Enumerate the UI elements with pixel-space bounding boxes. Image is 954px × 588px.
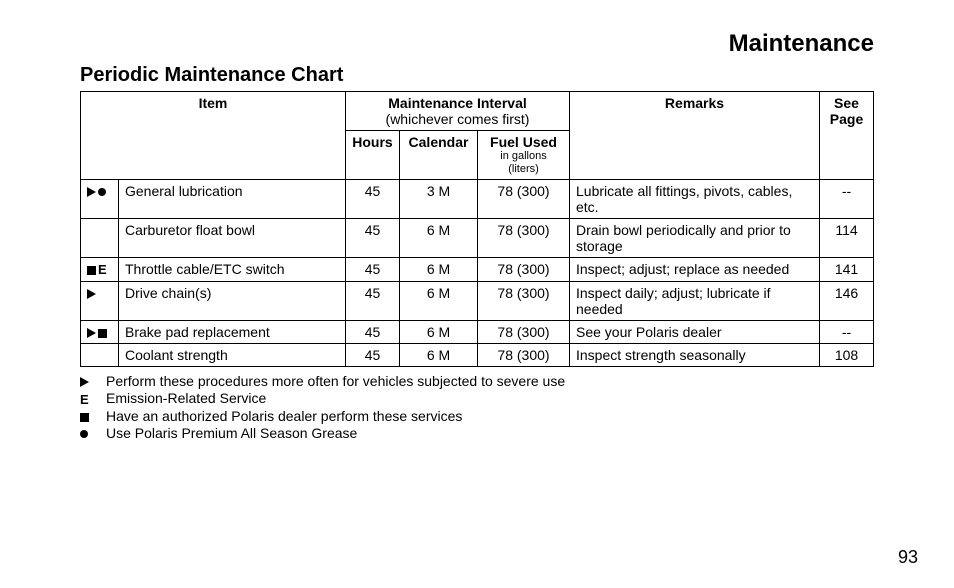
symbol-cell (81, 281, 119, 320)
th-fuel: Fuel Used in gallons (liters) (478, 131, 570, 179)
hours-cell: 45 (346, 179, 400, 218)
remarks-cell: See your Polaris dealer (570, 320, 820, 343)
symbol-cell: E (81, 257, 119, 281)
table-row: E Throttle cable/ETC switch456 M78 (300)I… (81, 257, 874, 281)
th-see-page: See Page (820, 92, 874, 180)
legend-row: Use Polaris Premium All Season Grease (80, 425, 874, 441)
th-interval-label: Maintenance Interval (388, 95, 527, 111)
item-cell: Throttle cable/ETC switch (119, 257, 346, 281)
calendar-cell: 6 M (400, 257, 478, 281)
page-header: Maintenance (80, 30, 874, 58)
section-title: Periodic Maintenance Chart (80, 64, 874, 87)
triangle-icon (87, 289, 96, 299)
table-header: Item Maintenance Interval (whichever com… (81, 92, 874, 180)
dot-icon (80, 430, 88, 438)
fuel-cell: 78 (300) (478, 343, 570, 366)
page-cell: 114 (820, 218, 874, 257)
page-cell: -- (820, 179, 874, 218)
remarks-cell: Inspect strength seasonally (570, 343, 820, 366)
page-cell: 141 (820, 257, 874, 281)
item-cell: Drive chain(s) (119, 281, 346, 320)
triangle-icon (87, 328, 96, 338)
legend-row: E Emission-Related Service (80, 390, 874, 407)
hours-cell: 45 (346, 218, 400, 257)
table-row: General lubrication453 M78 (300)Lubricat… (81, 179, 874, 218)
page: Maintenance Periodic Maintenance Chart I… (0, 0, 954, 588)
square-icon (80, 413, 89, 422)
item-cell: Carburetor float bowl (119, 218, 346, 257)
e-icon: E (98, 263, 107, 278)
triangle-icon (80, 377, 89, 387)
dot-icon (98, 188, 106, 196)
legend-row: Have an authorized Polaris dealer perfor… (80, 408, 874, 424)
hours-cell: 45 (346, 320, 400, 343)
th-calendar: Calendar (400, 131, 478, 179)
th-item: Item (81, 92, 346, 180)
symbol-cell (81, 179, 119, 218)
fuel-cell: 78 (300) (478, 179, 570, 218)
item-cell: Brake pad replacement (119, 320, 346, 343)
item-cell: General lubrication (119, 179, 346, 218)
remarks-cell: Inspect; adjust; replace as needed (570, 257, 820, 281)
remarks-cell: Inspect daily; adjust; lubricate if need… (570, 281, 820, 320)
legend-row: Perform these procedures more often for … (80, 373, 874, 389)
calendar-cell: 6 M (400, 343, 478, 366)
table-body: General lubrication453 M78 (300)Lubricat… (81, 179, 874, 367)
calendar-cell: 6 M (400, 281, 478, 320)
legend-symbol (80, 373, 106, 389)
square-icon (98, 329, 107, 338)
remarks-cell: Drain bowl periodically and prior to sto… (570, 218, 820, 257)
symbol-cell (81, 218, 119, 257)
page-cell: -- (820, 320, 874, 343)
legend-text: Use Polaris Premium All Season Grease (106, 425, 357, 441)
legend-symbol (80, 425, 106, 441)
remarks-cell: Lubricate all fittings, pivots, cables, … (570, 179, 820, 218)
hours-cell: 45 (346, 257, 400, 281)
square-icon (87, 266, 96, 275)
page-number: 93 (898, 547, 918, 568)
table-row: Drive chain(s)456 M78 (300)Inspect daily… (81, 281, 874, 320)
legend: Perform these procedures more often for … (80, 373, 874, 441)
table-row: Carburetor float bowl456 M78 (300)Drain … (81, 218, 874, 257)
th-interval-note: (whichever comes first) (386, 111, 530, 127)
legend-symbol (80, 408, 106, 424)
th-hours: Hours (346, 131, 400, 179)
table-row: Coolant strength456 M78 (300)Inspect str… (81, 343, 874, 366)
fuel-cell: 78 (300) (478, 257, 570, 281)
table-row: Brake pad replacement456 M78 (300)See yo… (81, 320, 874, 343)
page-cell: 146 (820, 281, 874, 320)
fuel-cell: 78 (300) (478, 218, 570, 257)
legend-text: Have an authorized Polaris dealer perfor… (106, 408, 462, 424)
hours-cell: 45 (346, 343, 400, 366)
hours-cell: 45 (346, 281, 400, 320)
item-cell: Coolant strength (119, 343, 346, 366)
th-fuel-sub: in gallons (liters) (484, 150, 563, 175)
calendar-cell: 6 M (400, 218, 478, 257)
calendar-cell: 3 M (400, 179, 478, 218)
maintenance-table: Item Maintenance Interval (whichever com… (80, 91, 874, 367)
th-fuel-label: Fuel Used (490, 134, 557, 150)
th-remarks: Remarks (570, 92, 820, 180)
legend-text: Perform these procedures more often for … (106, 373, 565, 389)
symbol-cell (81, 343, 119, 366)
legend-text: Emission-Related Service (106, 390, 266, 406)
fuel-cell: 78 (300) (478, 320, 570, 343)
fuel-cell: 78 (300) (478, 281, 570, 320)
e-icon: E (80, 392, 89, 407)
symbol-cell (81, 320, 119, 343)
legend-symbol: E (80, 390, 106, 407)
page-cell: 108 (820, 343, 874, 366)
th-interval: Maintenance Interval (whichever comes fi… (346, 92, 570, 131)
calendar-cell: 6 M (400, 320, 478, 343)
triangle-icon (87, 187, 96, 197)
